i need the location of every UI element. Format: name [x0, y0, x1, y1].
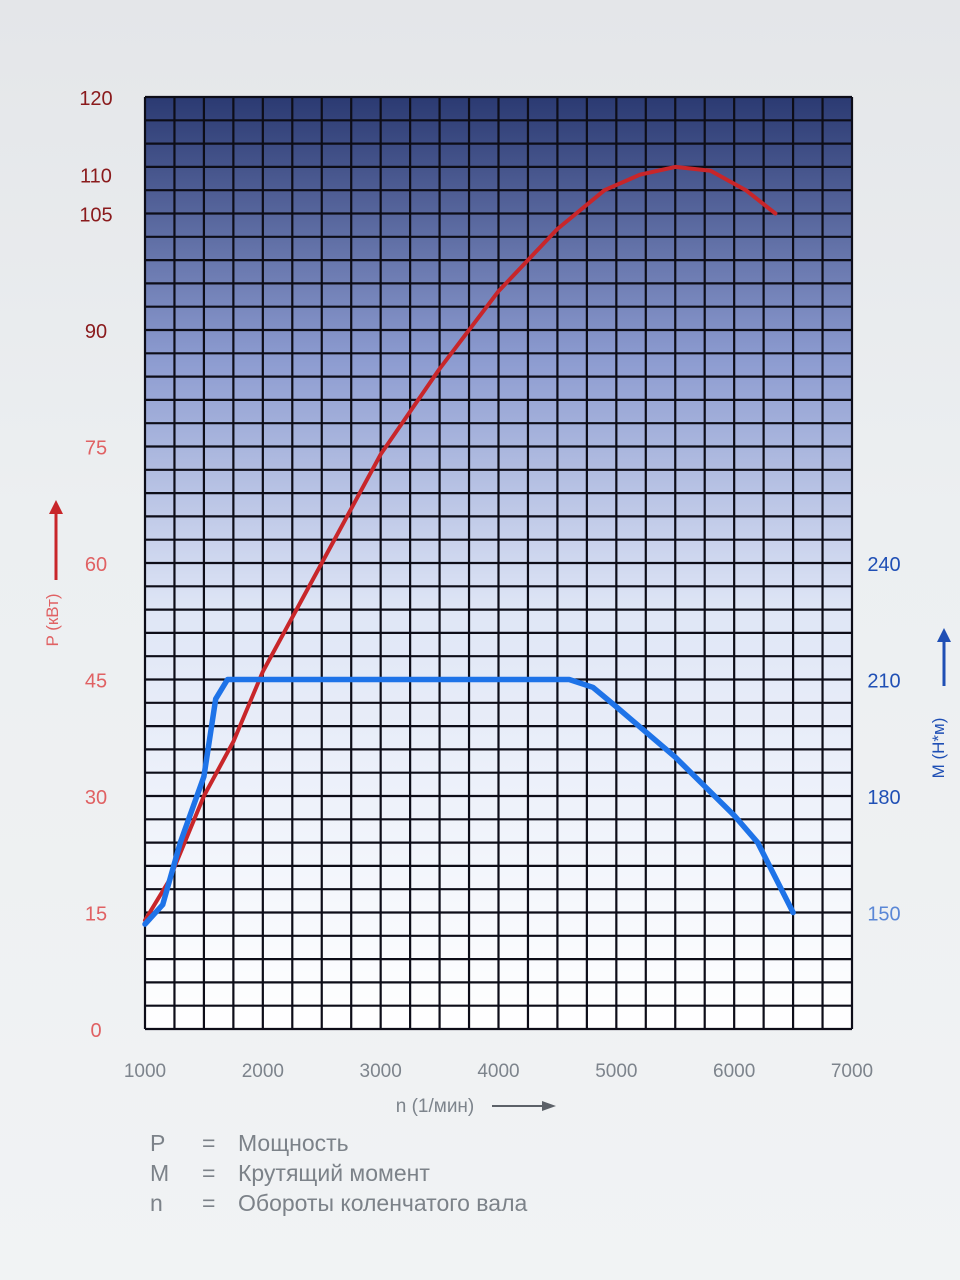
legend-equals: =: [202, 1130, 216, 1156]
y-right-arrow-head: [937, 628, 951, 642]
x-arrow-head: [542, 1101, 556, 1111]
series-line-P: [143, 164, 778, 923]
y-left-tick-label: 60: [85, 554, 107, 576]
y-right-tick-label: 180: [867, 787, 900, 809]
x-tick-label: 4000: [477, 1061, 519, 1082]
legend-row-torque: M = Крутящий момент: [150, 1158, 527, 1188]
y-left-tick-label: 0: [90, 1020, 101, 1042]
x-tick-label: 3000: [360, 1061, 402, 1082]
y-left-tick-label: 90: [85, 321, 107, 343]
x-axis-label: n (1/мин): [396, 1096, 475, 1117]
legend-symbol: P: [150, 1130, 166, 1156]
legend-equals: =: [202, 1190, 216, 1216]
y-left-axis-label: P (кВт): [43, 593, 62, 646]
x-tick-label: 7000: [831, 1061, 873, 1082]
y-left-tick-label: 105: [79, 205, 112, 227]
grid: [143, 95, 854, 1031]
y-right-tick-label: 240: [867, 554, 900, 576]
legend-equals: =: [202, 1160, 216, 1186]
y-left-tick-label: 45: [85, 671, 107, 693]
legend: P = Мощность M = Крутящий момент n = Обо…: [150, 1128, 527, 1218]
legend-text: Крутящий момент: [238, 1160, 430, 1186]
legend-symbol: M: [150, 1160, 170, 1186]
y-left-tick-label: 110: [80, 166, 112, 188]
legend-text: Мощность: [238, 1130, 349, 1156]
legend-row-rpm: n = Обороты коленчатого вала: [150, 1188, 527, 1218]
y-right-tick-label: 210: [867, 671, 900, 693]
y-left-arrow-head: [49, 500, 63, 514]
y-left-tick-label: 120: [79, 88, 112, 110]
x-tick-label: 6000: [713, 1061, 755, 1082]
legend-symbol: n: [150, 1190, 163, 1216]
x-tick-label: 5000: [595, 1061, 637, 1082]
y-right-axis-label: M (Н*м): [929, 718, 948, 779]
legend-row-power: P = Мощность: [150, 1128, 527, 1158]
y-left-tick-label: 30: [85, 787, 107, 809]
x-tick-label: 2000: [242, 1061, 284, 1082]
series-line-M: [142, 676, 796, 927]
legend-text: Обороты коленчатого вала: [238, 1190, 528, 1216]
x-tick-label: 1000: [124, 1061, 166, 1082]
y-left-tick-label: 15: [85, 904, 107, 926]
y-left-tick-label: 75: [85, 438, 107, 460]
y-right-tick-label: 150: [867, 904, 900, 926]
